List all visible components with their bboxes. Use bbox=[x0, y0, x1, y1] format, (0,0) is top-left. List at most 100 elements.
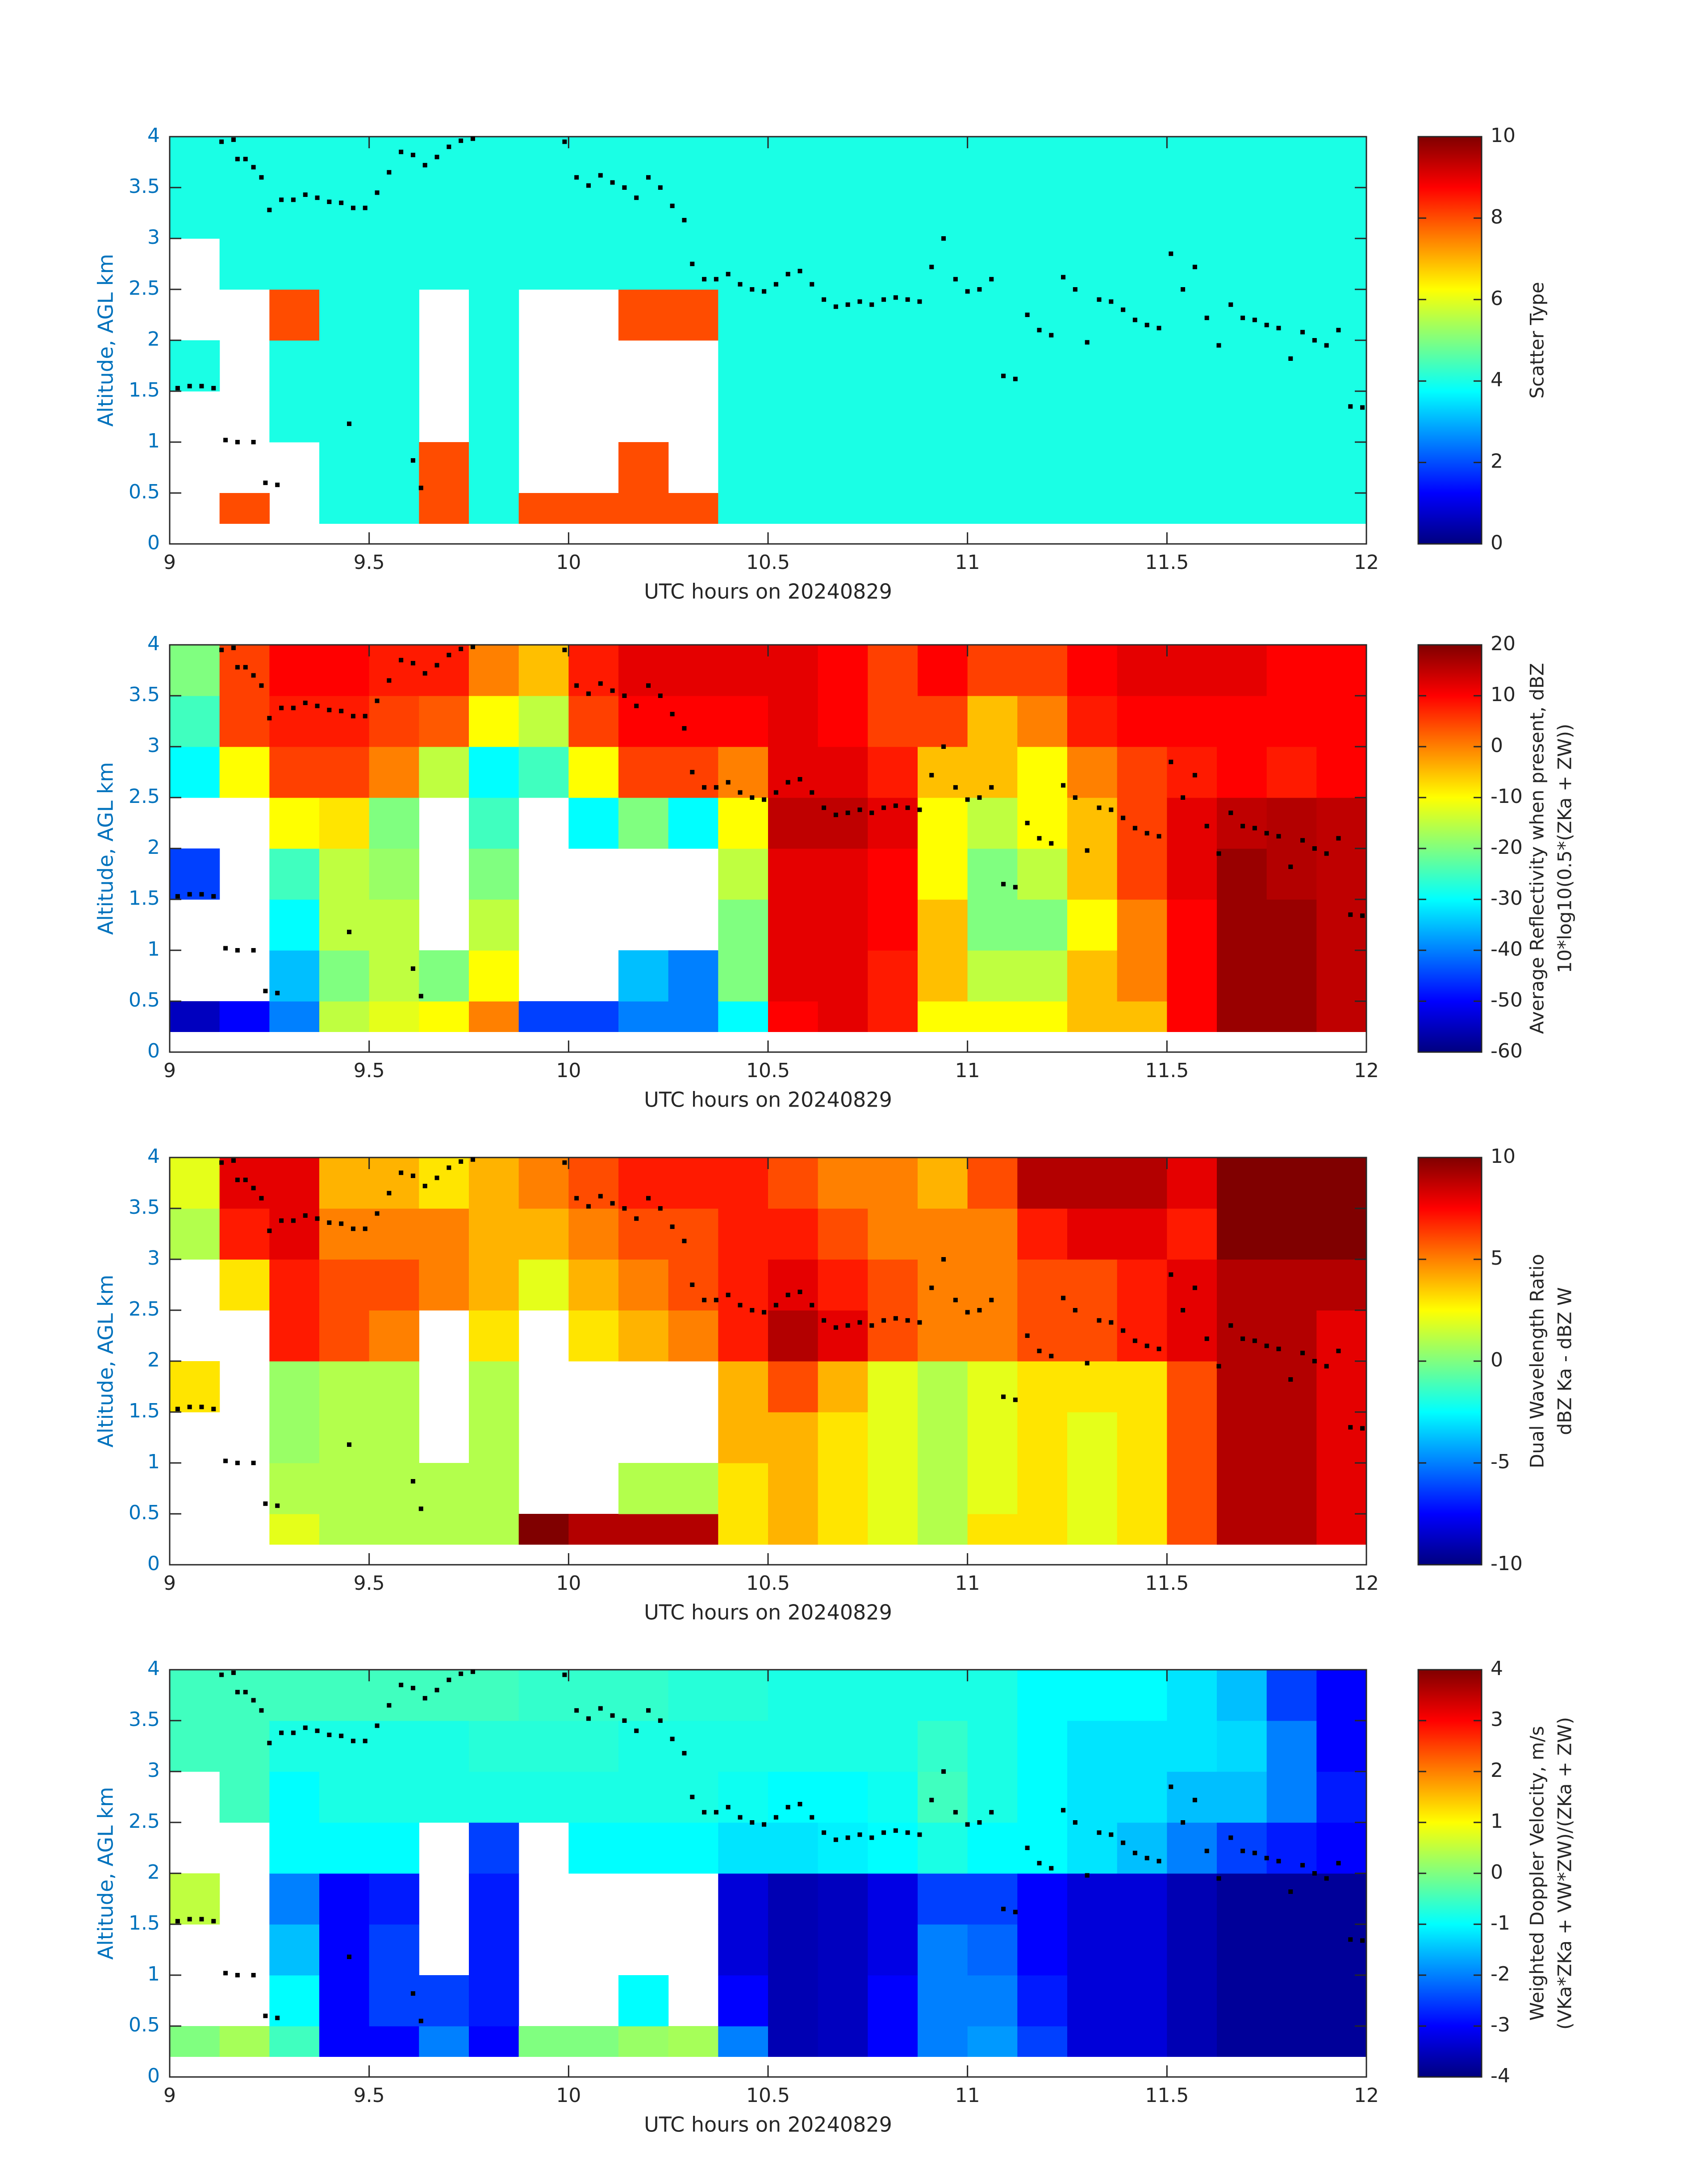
overlay-point bbox=[363, 1738, 367, 1743]
heatmap-cell bbox=[1117, 645, 1167, 696]
overlay-point bbox=[351, 1226, 355, 1231]
overlay-point bbox=[881, 1318, 886, 1323]
overlay-point bbox=[1264, 831, 1269, 836]
overlay-point bbox=[1216, 343, 1221, 348]
heatmap-cell bbox=[1167, 747, 1217, 798]
heatmap-cell bbox=[918, 289, 968, 341]
overlay-point bbox=[798, 777, 802, 781]
overlay-point bbox=[1025, 313, 1030, 317]
overlay-point bbox=[586, 691, 591, 696]
heatmap-cell bbox=[319, 1361, 370, 1412]
heatmap-cell bbox=[668, 1514, 718, 1545]
overlay-point bbox=[965, 1310, 970, 1315]
heatmap-cell bbox=[369, 1873, 419, 1925]
overlay-point bbox=[410, 1686, 415, 1691]
heatmap-cell bbox=[319, 1001, 370, 1032]
y-axis-label: Altitude, AGL km bbox=[94, 1787, 118, 1960]
overlay-point bbox=[845, 1323, 850, 1328]
heatmap-cell bbox=[568, 1822, 619, 1874]
overlay-point bbox=[622, 185, 627, 190]
heatmap-cell bbox=[1266, 1361, 1317, 1412]
heatmap-cell bbox=[1017, 188, 1068, 239]
overlay-point bbox=[1300, 1863, 1305, 1868]
heatmap-cell bbox=[518, 1157, 569, 1209]
overlay-point bbox=[798, 1289, 802, 1294]
heatmap-cell bbox=[170, 747, 220, 798]
heatmap-cell bbox=[618, 238, 669, 290]
heatmap-cell bbox=[818, 1721, 868, 1772]
heatmap-cell bbox=[419, 696, 469, 747]
overlay-point bbox=[1037, 1861, 1042, 1866]
heatmap-cell bbox=[768, 1670, 819, 1721]
overlay-point bbox=[1157, 834, 1161, 839]
heatmap-cell bbox=[1117, 1721, 1167, 1772]
heatmap-cell bbox=[668, 493, 718, 524]
heatmap-cell bbox=[1117, 1924, 1167, 1976]
overlay-point bbox=[1169, 1272, 1173, 1277]
heatmap-cell bbox=[1266, 1001, 1317, 1032]
overlay-point bbox=[1037, 836, 1042, 841]
overlay-point bbox=[738, 790, 743, 795]
overlay-point bbox=[738, 1303, 743, 1308]
overlay-point bbox=[1132, 1851, 1137, 1855]
colorbar bbox=[1417, 1157, 1482, 1566]
overlay-point bbox=[351, 714, 355, 719]
overlay-point bbox=[646, 1708, 651, 1713]
overlay-point bbox=[1049, 1354, 1054, 1358]
heatmap-cell bbox=[1316, 1001, 1367, 1032]
heatmap-cell bbox=[718, 137, 768, 188]
heatmap-cell bbox=[967, 696, 1018, 747]
heatmap-cell bbox=[1316, 1721, 1367, 1772]
overlay-point bbox=[387, 678, 392, 683]
overlay-point bbox=[1169, 760, 1173, 765]
heatmap-cell bbox=[718, 1670, 768, 1721]
overlay-point bbox=[235, 157, 240, 162]
heatmap-cell bbox=[1266, 899, 1317, 951]
heatmap-cell bbox=[319, 442, 370, 493]
heatmap-cell bbox=[967, 1975, 1018, 2027]
heatmap-cell bbox=[419, 1975, 469, 2027]
heatmap-cell bbox=[718, 1975, 768, 2027]
overlay-point bbox=[810, 1303, 814, 1308]
overlay-point bbox=[738, 1815, 743, 1820]
overlay-point bbox=[762, 289, 767, 294]
heatmap-cell bbox=[718, 1822, 768, 1874]
heatmap-cell bbox=[1017, 2026, 1068, 2057]
heatmap-cell bbox=[369, 1975, 419, 2027]
heatmap-cell bbox=[269, 848, 320, 900]
heatmap-cell bbox=[818, 899, 868, 951]
overlay-point bbox=[199, 892, 204, 897]
heatmap-cell bbox=[967, 899, 1018, 951]
overlay-point bbox=[347, 929, 351, 934]
y-tick-label: 0 bbox=[147, 1552, 160, 1575]
heatmap-cell bbox=[967, 1412, 1018, 1463]
heatmap-cell bbox=[1017, 289, 1068, 341]
heatmap-cell bbox=[219, 1259, 270, 1311]
heatmap-cell bbox=[518, 137, 569, 188]
overlay-point bbox=[399, 1170, 404, 1175]
heatmap-cell bbox=[319, 1259, 370, 1311]
x-tick-label: 10 bbox=[556, 551, 581, 574]
heatmap-cell bbox=[618, 1001, 669, 1032]
overlay-point bbox=[1336, 1349, 1341, 1354]
colorbar-tick-label: -5 bbox=[1491, 1450, 1510, 1473]
heatmap-cell bbox=[469, 950, 519, 1002]
heatmap-cell bbox=[219, 1001, 270, 1032]
heatmap-cell bbox=[868, 645, 918, 696]
colorbar-tick-label: -2 bbox=[1491, 1963, 1510, 1985]
heatmap-cell bbox=[1167, 899, 1217, 951]
heatmap-cell bbox=[718, 1259, 768, 1311]
heatmap-cell bbox=[1067, 1157, 1118, 1209]
overlay-point bbox=[199, 1404, 204, 1409]
overlay-point bbox=[750, 287, 755, 292]
y-tick-label: 1 bbox=[147, 1963, 160, 1985]
overlay-point bbox=[418, 485, 423, 490]
overlay-point bbox=[375, 1723, 380, 1728]
heatmap-cell bbox=[618, 289, 669, 341]
heatmap-cell bbox=[369, 493, 419, 524]
overlay-point bbox=[1061, 275, 1066, 280]
heatmap-cell bbox=[618, 137, 669, 188]
heatmap-cell bbox=[1117, 1670, 1167, 1721]
heatmap-cell bbox=[1167, 1001, 1217, 1032]
heatmap-cell bbox=[1167, 950, 1217, 1002]
